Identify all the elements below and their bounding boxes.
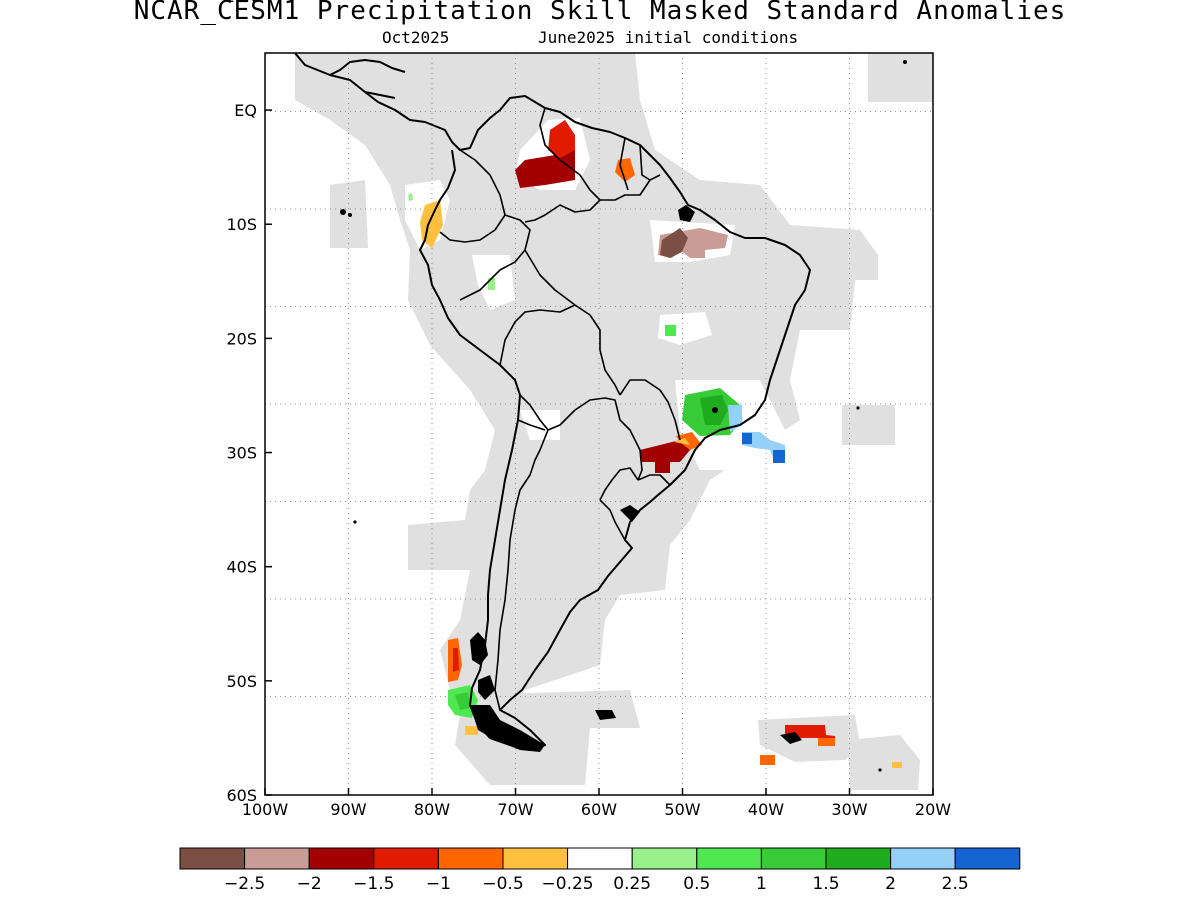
lon-tick-label: 30W — [831, 800, 867, 819]
colorbar-swatch — [567, 847, 633, 870]
colorbar-label: 1 — [756, 874, 767, 894]
longitude-axis: 100W 90W 80W 70W 60W 50W 40W 30W 20W — [242, 788, 951, 819]
colorbar-label: −0.5 — [482, 874, 523, 894]
colorbar-swatch — [437, 847, 504, 870]
colorbar-swatch — [696, 847, 762, 870]
colorbar: −2.5 −2 −1.5 −1 −0.5 −0.25 0.25 0.5 1 1.5 2 2.5 — [179, 847, 1021, 894]
latitude-axis: 10N EQ 10S 20S 30S 40S 50S 60S — [225, 0, 272, 805]
lat-tick-label: 50S — [226, 672, 257, 691]
colorbar-label: 2.5 — [942, 874, 969, 894]
islands — [340, 60, 907, 772]
colorbar-label: −2 — [297, 874, 322, 894]
lat-tick-label: 10N — [225, 0, 257, 6]
lat-tick-label: 10S — [226, 215, 257, 234]
lat-tick-label: 20S — [226, 329, 257, 348]
colorbar-swatch — [954, 847, 1021, 870]
colorbar-label: −1.5 — [353, 874, 394, 894]
colorbar-label: −1 — [426, 874, 451, 894]
colorbar-label: 1.5 — [812, 874, 839, 894]
lat-lon-grid — [265, 53, 933, 795]
colorbar-swatch — [631, 847, 698, 870]
lon-tick-label: 80W — [414, 800, 450, 819]
lat-tick-label: 60S — [226, 786, 257, 805]
colorbar-swatch — [179, 847, 246, 870]
lon-tick-label: 100W — [242, 800, 289, 819]
lon-tick-label: 50W — [664, 800, 700, 819]
lat-tick-label: EQ — [234, 101, 257, 120]
lon-tick-label: 60W — [581, 800, 617, 819]
subtitle-month: Oct2025 — [382, 28, 450, 47]
colorbar-swatch — [373, 847, 439, 870]
colorbar-label: 0.5 — [683, 874, 710, 894]
skill-mask-area — [295, 53, 933, 790]
colorbar-label: 0.25 — [613, 874, 651, 894]
anomaly-patch-south-brazil — [640, 440, 690, 473]
colorbar-label: −0.25 — [542, 874, 594, 894]
country-borders — [439, 107, 681, 711]
lon-tick-label: 70W — [497, 800, 533, 819]
subtitle-initial-conditions: June2025 initial conditions — [538, 28, 799, 47]
lat-tick-label: 30S — [226, 444, 257, 463]
colorbar-swatch — [825, 847, 892, 870]
lon-tick-label: 20W — [915, 800, 951, 819]
colorbar-swatch — [890, 847, 956, 870]
anomaly-shading — [408, 120, 902, 768]
chart-title: NCAR_CESM1 Precipitation Skill Masked St… — [133, 0, 1067, 26]
colorbar-swatch — [502, 847, 569, 870]
colorbar-label: −2.5 — [224, 874, 265, 894]
lat-tick-label: 40S — [226, 558, 257, 577]
lon-tick-label: 40W — [748, 800, 784, 819]
colorbar-swatch — [244, 847, 310, 870]
colorbar-label: 2 — [885, 874, 896, 894]
colorbar-swatch — [760, 847, 827, 870]
colorbar-swatch — [308, 847, 375, 870]
lon-tick-label: 90W — [330, 800, 366, 819]
anomaly-patch-venezuela-north — [548, 120, 575, 158]
